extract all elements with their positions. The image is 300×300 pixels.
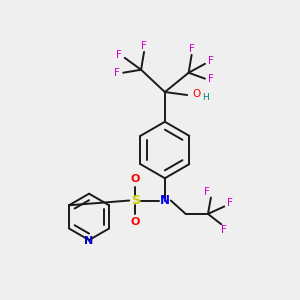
Text: H: H xyxy=(202,94,209,103)
Text: F: F xyxy=(208,74,214,84)
Text: F: F xyxy=(208,56,214,66)
Text: F: F xyxy=(203,187,209,196)
Text: O: O xyxy=(130,217,140,227)
Text: F: F xyxy=(189,44,194,54)
Text: F: F xyxy=(141,41,147,51)
Text: F: F xyxy=(116,50,122,60)
Text: S: S xyxy=(130,194,140,207)
Text: O: O xyxy=(193,89,201,99)
Text: F: F xyxy=(227,199,233,208)
Text: N: N xyxy=(84,236,94,246)
Text: F: F xyxy=(221,225,227,235)
Text: F: F xyxy=(114,68,120,78)
Text: N: N xyxy=(160,194,170,207)
Text: O: O xyxy=(130,174,140,184)
